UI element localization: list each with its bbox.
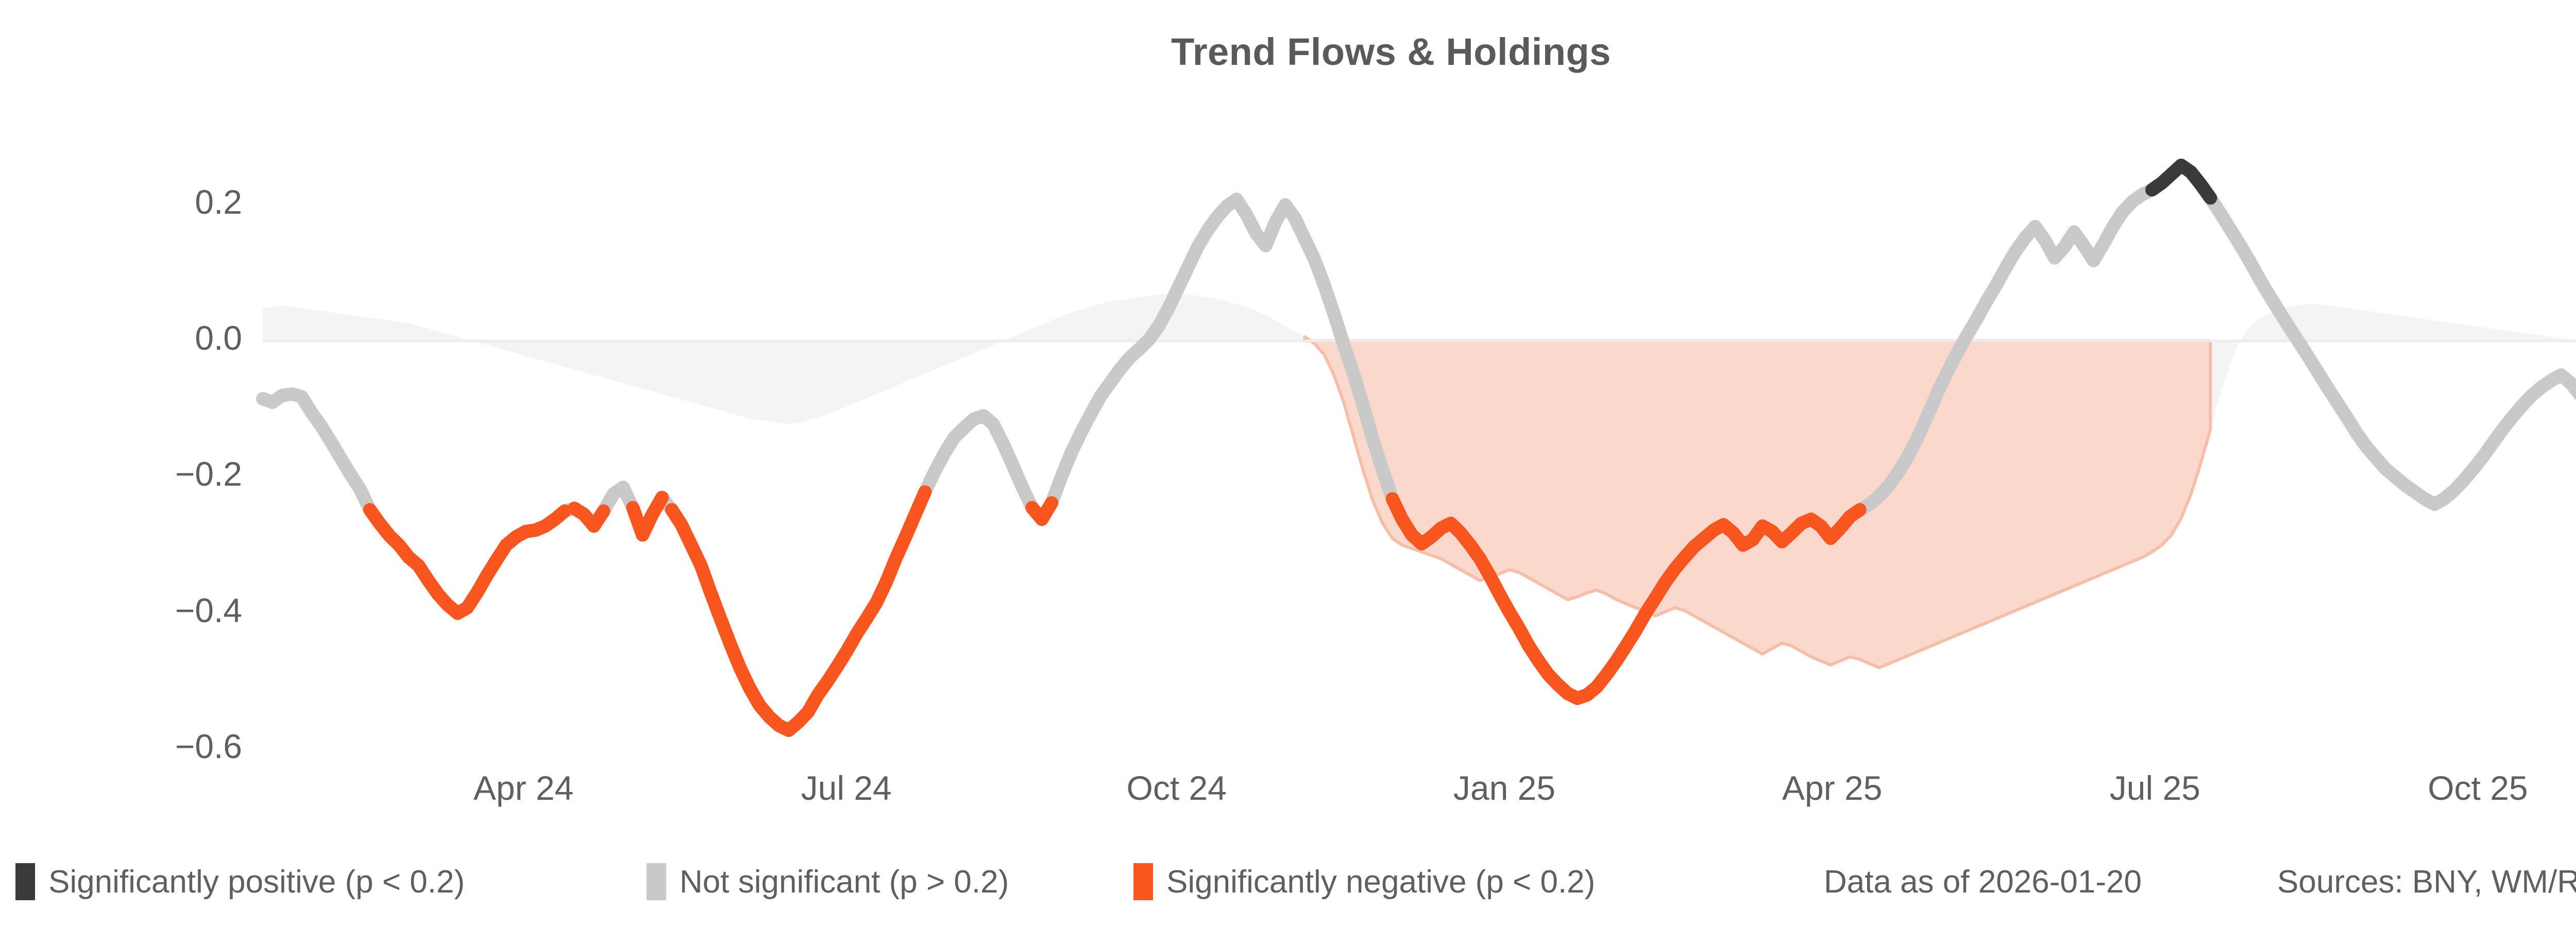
legend-label-neutral: Not significant (p > 0.2) bbox=[680, 864, 1009, 900]
sources-note: Sources: BNY, WM/Refinitiv bbox=[2277, 864, 2576, 900]
x-tick-label: Jul 25 bbox=[2109, 769, 2200, 807]
x-tick-label: Oct 25 bbox=[2428, 769, 2528, 807]
page-title: Trend Flows & Holdings bbox=[1171, 30, 1611, 73]
legend-label-negative: Significantly negative (p < 0.2) bbox=[1166, 864, 1596, 900]
holdings-area-negative bbox=[1303, 335, 2212, 670]
y-tick-label: −0.2 bbox=[175, 455, 242, 493]
legend-swatch-neutral bbox=[647, 863, 666, 900]
y-tick-label: 0.0 bbox=[195, 319, 242, 357]
chart-legend: Significantly positive (p < 0.2) Not sig… bbox=[0, 861, 2576, 918]
x-tick-label: Oct 24 bbox=[1126, 769, 1227, 807]
legend-item-significantly-positive[interactable]: Significantly positive (p < 0.2) bbox=[15, 861, 465, 902]
legend-item-not-significant[interactable]: Not significant (p > 0.2) bbox=[647, 861, 1009, 902]
data-as-of-note: Data as of 2026-01-20 bbox=[1824, 864, 2142, 900]
x-tick-label: Jul 24 bbox=[801, 769, 892, 807]
x-tick-label: Apr 25 bbox=[1782, 769, 1883, 807]
y-tick-label: −0.6 bbox=[175, 727, 242, 765]
y-tick-label: 0.2 bbox=[195, 182, 242, 221]
y-tick-label: −0.4 bbox=[175, 591, 242, 629]
trend-flows-line bbox=[256, 159, 2576, 737]
x-tick-label: Jan 25 bbox=[1453, 769, 1556, 807]
legend-swatch-negative bbox=[1133, 863, 1153, 900]
legend-item-significantly-negative[interactable]: Significantly negative (p < 0.2) bbox=[1133, 861, 1595, 902]
legend-label-positive: Significantly positive (p < 0.2) bbox=[48, 864, 465, 900]
x-tick-label: Apr 24 bbox=[473, 769, 574, 807]
legend-swatch-positive bbox=[15, 863, 35, 900]
